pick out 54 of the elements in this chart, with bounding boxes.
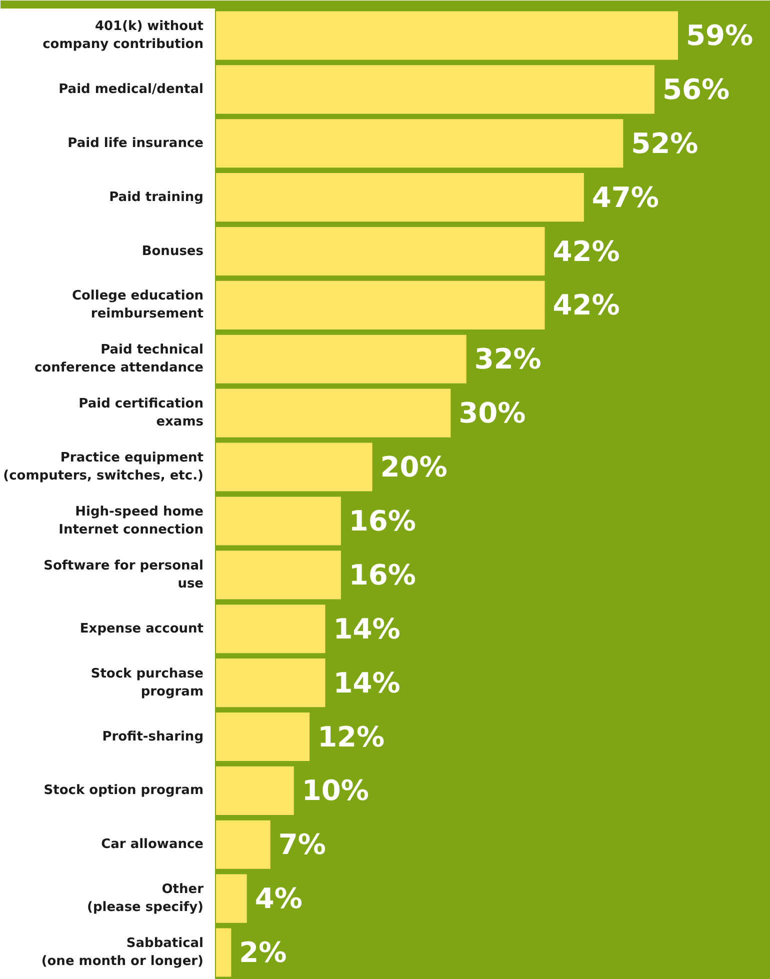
data-label: 59%	[686, 18, 754, 52]
data-label: 16%	[348, 558, 416, 592]
data-label: 2%	[239, 936, 287, 970]
bar	[216, 604, 326, 654]
y-tick-label: Profit-sharing	[102, 729, 204, 744]
data-label: 42%	[552, 234, 620, 268]
bar	[216, 874, 247, 923]
data-label: 7%	[278, 828, 326, 862]
bar	[216, 119, 624, 168]
bar	[216, 65, 654, 114]
bar	[216, 173, 584, 222]
y-tick-label: Paid technical conference attendance	[34, 342, 204, 376]
bar	[216, 550, 341, 600]
y-tick-label: 401(k) without company contribution	[42, 18, 204, 52]
bar	[216, 280, 545, 330]
y-tick-label: Paid life insurance	[68, 136, 204, 151]
y-tick-label: Paid training	[109, 190, 204, 205]
bar	[216, 442, 372, 492]
bar	[216, 496, 341, 546]
data-label: 52%	[631, 126, 698, 160]
y-tick-label: Paid certification exams	[78, 396, 204, 430]
bar	[216, 766, 294, 815]
y-tick-label: Paid medical/dental	[58, 82, 204, 97]
data-label: 32%	[474, 342, 542, 376]
y-tick-label: Stock option program	[44, 783, 204, 798]
data-label: 20%	[380, 450, 448, 484]
bar	[216, 11, 678, 60]
y-tick-label: Expense account	[80, 621, 204, 636]
y-tick-label: Other (please specify)	[87, 882, 204, 916]
y-tick-label: Car allowance	[101, 837, 204, 852]
y-tick-label: Software for personal use	[44, 558, 204, 592]
bar	[216, 658, 326, 708]
bar	[216, 334, 466, 384]
y-tick-label: Practice equipment (computers, switches, etc.)	[3, 450, 204, 484]
data-label: 30%	[458, 396, 526, 430]
data-label: 10%	[302, 774, 369, 808]
y-tick-label: High-speed home Internet connection	[58, 504, 204, 538]
bar	[216, 712, 310, 762]
data-label: 47%	[592, 180, 659, 214]
data-label: 14%	[333, 612, 400, 646]
y-tick-label: Stock purchase program	[90, 666, 204, 700]
bar	[216, 820, 270, 869]
data-label: 4%	[254, 882, 302, 916]
bar	[216, 226, 545, 276]
bar	[216, 928, 232, 977]
data-label: 42%	[552, 288, 620, 322]
y-tick-label: Sabbatical (one month or longer)	[41, 936, 204, 970]
y-tick-label: College education reimbursement	[72, 288, 204, 322]
data-label: 16%	[348, 504, 416, 538]
bar	[216, 388, 451, 438]
data-label: 14%	[333, 666, 400, 700]
y-tick-label: Bonuses	[142, 244, 204, 259]
data-label: 56%	[662, 72, 730, 106]
data-label: 12%	[318, 720, 385, 754]
